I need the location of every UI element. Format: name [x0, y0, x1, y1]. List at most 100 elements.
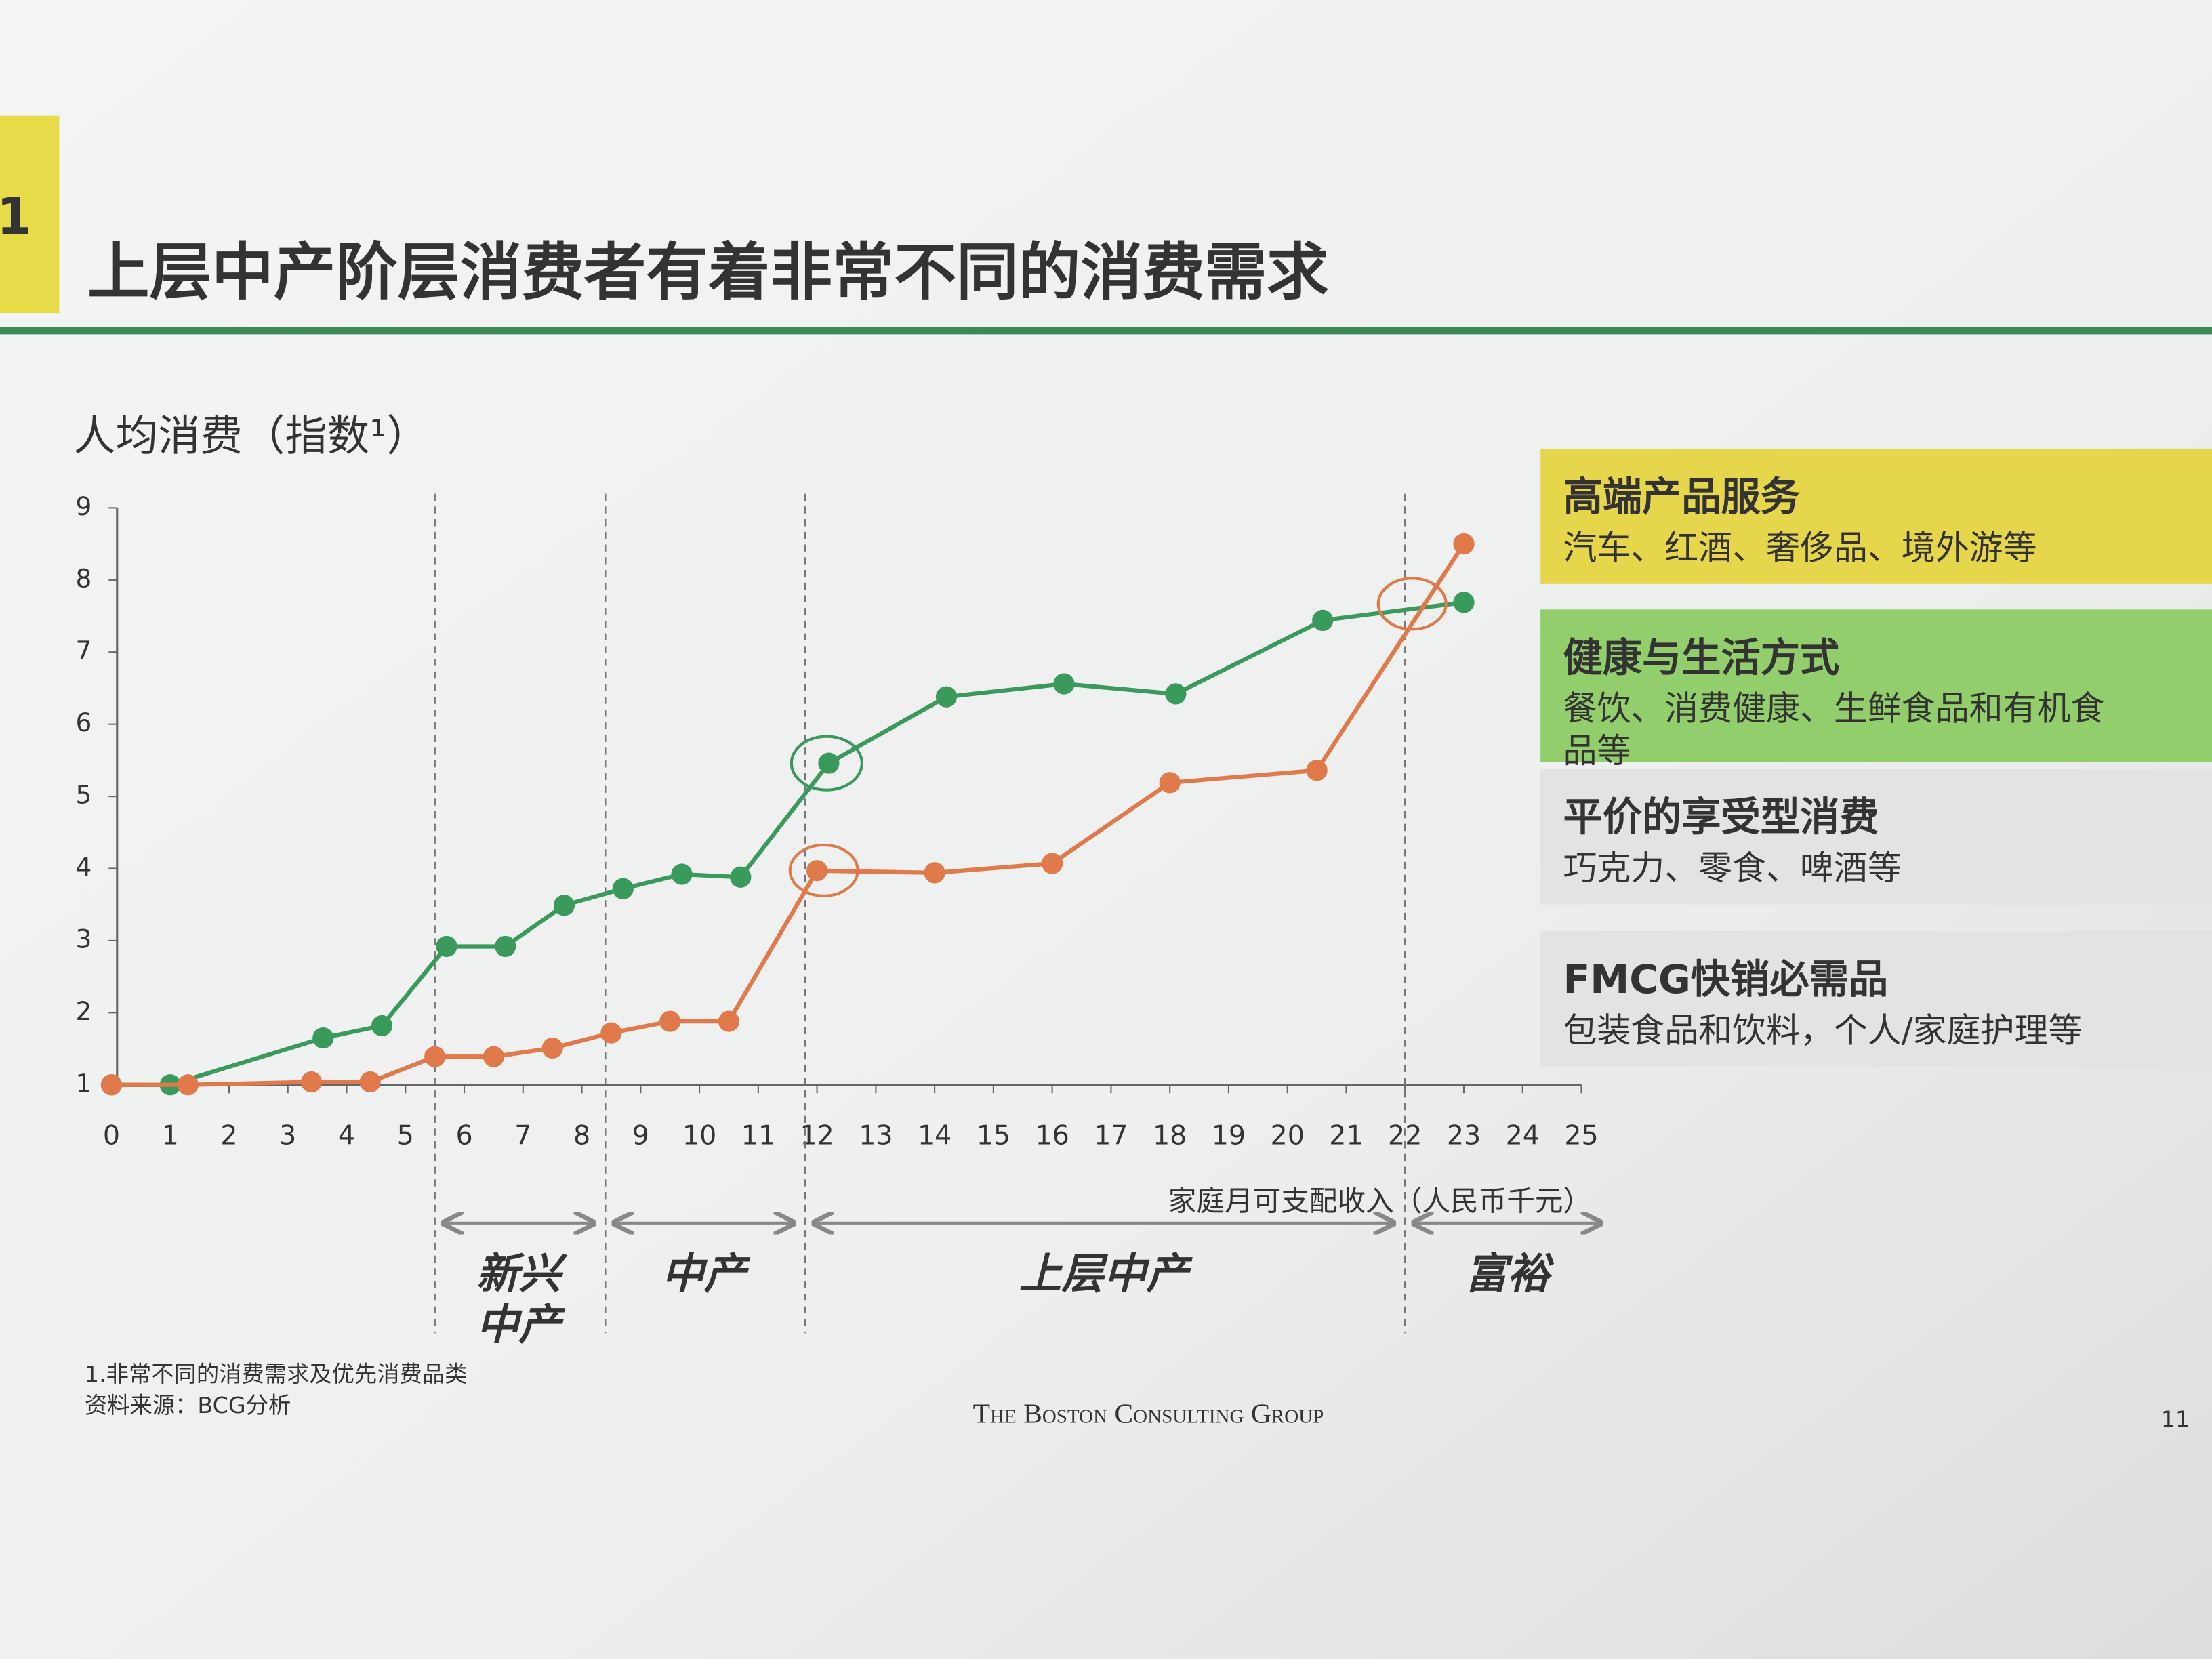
x-tick-label: 2 — [220, 1120, 237, 1151]
x-tick-label: 4 — [338, 1120, 355, 1151]
segment-label: 中产 — [661, 1249, 750, 1298]
data-point — [659, 1010, 681, 1032]
y-axis-label: 人均消费（指数¹） — [73, 411, 429, 460]
data-point — [312, 1027, 334, 1049]
legend-box — [1540, 769, 2212, 905]
section-number: 1 — [0, 186, 32, 246]
segment-label: 上层中产 — [1019, 1249, 1193, 1298]
x-tick-label: 5 — [397, 1120, 414, 1151]
slide-title: 上层中产阶层消费者有着非常不同的消费需求 — [87, 236, 1329, 308]
data-point — [1165, 683, 1187, 705]
data-point — [371, 1015, 393, 1037]
data-point — [359, 1071, 381, 1093]
section-tab — [0, 115, 60, 314]
x-axis-label: 家庭月可支配收入（人民币千元） — [1168, 1185, 1591, 1218]
legend-title: FMCG快销必需品 — [1563, 956, 1888, 1002]
y-tick-label: 8 — [75, 563, 91, 593]
data-point — [600, 1022, 622, 1044]
x-tick-label: 20 — [1271, 1120, 1305, 1151]
data-point — [424, 1046, 446, 1067]
y-tick-label: 1 — [75, 1068, 91, 1098]
legend-boxes: 高端产品服务汽车、红酒、奢侈品、境外游等健康与生活方式餐饮、消费健康、生鲜食品和… — [1540, 448, 2212, 1067]
data-point — [1453, 592, 1475, 613]
legend-box — [1540, 930, 2212, 1067]
annotation-circle — [788, 843, 859, 897]
data-point — [924, 862, 945, 884]
segment-label: 富裕 — [1465, 1249, 1554, 1298]
legend-title: 平价的享受型消费 — [1563, 794, 1879, 840]
x-tick-label: 3 — [279, 1120, 296, 1151]
x-tick-label: 8 — [573, 1120, 590, 1151]
x-tick-label: 16 — [1035, 1120, 1069, 1151]
x-tick-label: 15 — [977, 1120, 1010, 1151]
x-tick-label: 23 — [1447, 1120, 1481, 1151]
x-tick-label: 24 — [1506, 1120, 1540, 1151]
data-point — [1306, 760, 1328, 781]
data-point — [1159, 772, 1181, 794]
brand: The Boston Consulting Group — [973, 1399, 1324, 1430]
x-tick-label: 21 — [1329, 1120, 1363, 1151]
legend-desc: 巧克力、零食、啤酒等 — [1563, 848, 1901, 888]
data-point — [541, 1037, 563, 1059]
x-tick-label: 1 — [162, 1120, 179, 1151]
data-point — [718, 1010, 740, 1032]
legend-title: 健康与生活方式 — [1563, 634, 1839, 680]
source-note: 资料来源：BCG分析 — [85, 1392, 291, 1418]
y-tick-label: 9 — [75, 491, 91, 521]
data-point — [177, 1074, 199, 1096]
data-point — [1042, 853, 1063, 874]
data-point — [806, 860, 828, 882]
data-point — [818, 752, 840, 774]
data-point — [1453, 533, 1475, 555]
x-tick-label: 13 — [859, 1120, 893, 1151]
data-point — [436, 935, 457, 958]
data-point — [100, 1074, 123, 1096]
legend-box — [1540, 448, 2212, 584]
data-point — [730, 866, 752, 888]
y-tick-label: 2 — [75, 996, 91, 1026]
y-tick-label: 7 — [75, 636, 91, 665]
legend-desc: 餐饮、消费健康、生鲜食品和有机食 — [1563, 689, 2104, 729]
data-point — [935, 686, 958, 708]
x-tick-label: 17 — [1094, 1120, 1128, 1151]
x-tick-label: 0 — [103, 1120, 120, 1151]
series-line — [111, 542, 1466, 1087]
data-point — [300, 1071, 323, 1093]
legend-box — [1540, 609, 2212, 762]
x-tick-label: 9 — [632, 1120, 649, 1151]
legend-desc: 品等 — [1563, 731, 1631, 771]
x-tick-label: 25 — [1564, 1120, 1598, 1151]
x-tick-label: 18 — [1153, 1120, 1187, 1151]
data-point — [612, 878, 634, 899]
x-tick-label: 11 — [741, 1120, 775, 1151]
data-point — [1312, 609, 1334, 632]
annotation-circle — [790, 735, 863, 792]
legend-desc: 包装食品和饮料，个人/家庭护理等 — [1563, 1010, 2082, 1050]
x-tick-label: 19 — [1212, 1120, 1246, 1151]
annotation-circle — [1376, 577, 1448, 631]
series-line — [111, 600, 1465, 1087]
x-tick-label: 10 — [682, 1120, 716, 1151]
segment-label: 新兴 — [476, 1249, 568, 1298]
data-point — [495, 935, 516, 958]
y-tick-label: 6 — [75, 708, 91, 737]
y-tick-label: 4 — [75, 852, 91, 882]
data-point — [553, 895, 575, 916]
x-tick-label: 6 — [455, 1120, 472, 1151]
x-tick-label: 14 — [918, 1120, 951, 1151]
title-rule — [0, 327, 2212, 335]
y-tick-label: 5 — [75, 780, 91, 810]
data-point — [483, 1046, 505, 1067]
data-point — [671, 863, 693, 885]
legend-title: 高端产品服务 — [1563, 474, 1800, 520]
page-number: 11 — [2161, 1406, 2190, 1433]
y-tick-label: 3 — [75, 924, 91, 954]
x-tick-label: 7 — [514, 1120, 531, 1151]
footnote: 1.非常不同的消费需求及优先消费品类 — [85, 1361, 468, 1387]
legend-desc: 汽车、红酒、奢侈品、境外游等 — [1563, 528, 2036, 567]
segment-label: 中产 — [476, 1300, 565, 1349]
data-point — [1053, 673, 1075, 695]
